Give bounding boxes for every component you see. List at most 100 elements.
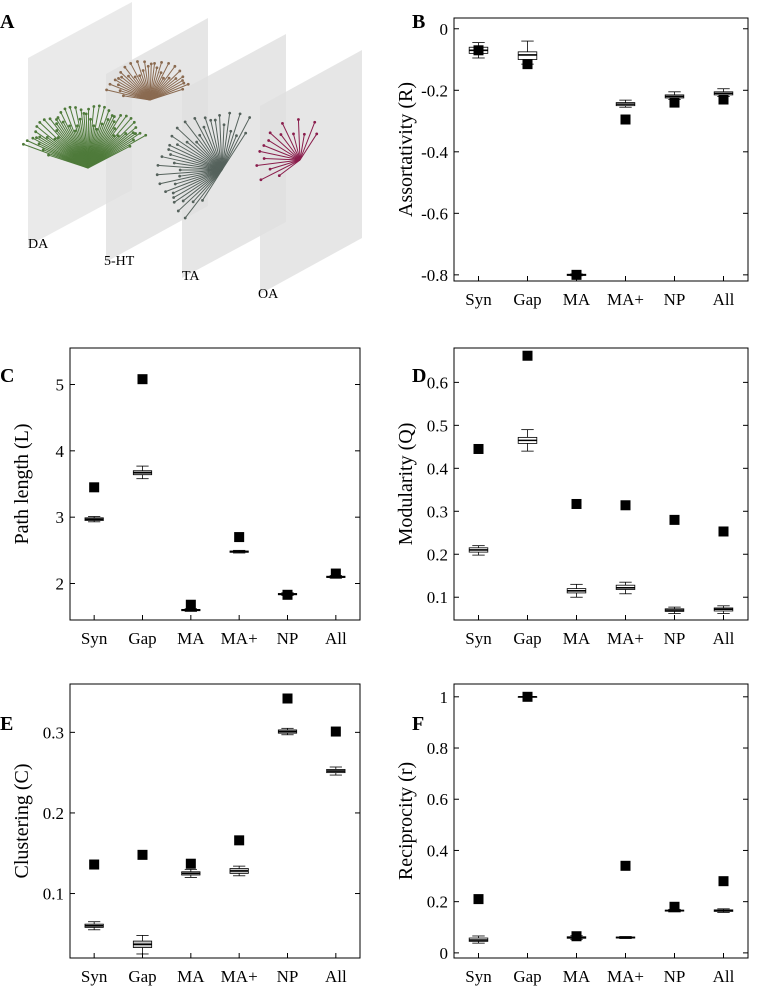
tree-edge — [144, 61, 151, 101]
tree-node — [61, 120, 65, 124]
tree-node — [74, 106, 77, 109]
y-axis-label: Clustering (C) — [11, 764, 33, 879]
y-tick-label: 0.2 — [427, 893, 448, 912]
observed-marker — [330, 726, 341, 737]
tree-edge — [282, 123, 301, 161]
tree-node — [248, 116, 252, 119]
x-tick-label: All — [325, 967, 347, 986]
tree-node — [258, 150, 262, 153]
panel-letter: B — [412, 11, 425, 33]
tree-node — [133, 75, 137, 79]
x-tick-label: MA — [177, 629, 205, 648]
tree-node — [222, 123, 226, 127]
tree-node — [53, 137, 57, 141]
tree-node — [112, 115, 116, 118]
x-tick-label: MA+ — [607, 629, 644, 648]
observed-marker — [571, 269, 582, 280]
observed-marker — [571, 931, 582, 942]
box-panel: E 0.1 0.2 0.3 Clustering (C) Syn Gap MA MA+ NP All — [0, 683, 361, 986]
tree-edge — [256, 159, 301, 166]
tree-node — [123, 65, 127, 69]
x-tick-label: Syn — [465, 629, 492, 648]
tree-node — [313, 120, 317, 124]
tree-edge — [149, 83, 189, 101]
tree-node — [92, 105, 96, 108]
tree-edge — [214, 119, 223, 171]
tree-edge — [293, 133, 301, 161]
tree-node — [110, 114, 114, 117]
tree-edge — [186, 141, 223, 171]
tree-edge — [264, 157, 301, 161]
tree-node — [56, 116, 60, 119]
tree-edge — [269, 132, 301, 161]
tree-node — [155, 173, 159, 177]
y-tick-label: 0.4 — [427, 841, 449, 860]
tree-node — [117, 77, 120, 80]
tree-node — [143, 60, 146, 64]
tree-node — [25, 139, 29, 143]
tree-node — [172, 200, 176, 204]
tree-node — [191, 200, 195, 204]
x-tick-label: MA+ — [607, 967, 644, 986]
tree-edge — [149, 63, 152, 101]
tree-edge — [221, 132, 247, 171]
layer-label: 5-HT — [104, 254, 135, 269]
y-axis-label: Modularity (Q) — [395, 423, 417, 546]
tree-node — [186, 82, 190, 86]
tree-edge — [184, 121, 223, 171]
tree-edge — [161, 156, 223, 171]
tree-node — [198, 133, 202, 137]
observed-marker — [282, 693, 293, 704]
observed-marker — [234, 835, 245, 846]
tree-edge — [114, 79, 151, 101]
tree-node — [178, 69, 182, 73]
tree-node — [89, 117, 92, 121]
tree-node — [153, 61, 156, 65]
tree-edge — [260, 159, 301, 181]
y-tick-label: 0.6 — [427, 373, 448, 392]
panel-letter: D — [412, 365, 426, 387]
y-tick-label: 0.8 — [427, 739, 448, 758]
y-axis-label: Assortativity (R) — [395, 82, 417, 217]
tree-edge — [136, 61, 151, 101]
tree-edge — [221, 135, 237, 171]
tree-node — [302, 132, 306, 136]
tree-node — [41, 148, 45, 152]
tree-node — [78, 117, 82, 121]
tree-node — [35, 125, 39, 128]
tree-edge — [219, 115, 223, 171]
tree-edge — [159, 169, 223, 185]
tree-node — [185, 140, 189, 144]
tree-node — [176, 143, 179, 147]
tree-node — [84, 112, 88, 116]
tree-node — [138, 74, 142, 78]
tree-node — [100, 122, 104, 126]
tree-edge — [87, 145, 131, 169]
tree-node — [68, 105, 72, 109]
tree-node — [38, 120, 42, 124]
tree-edge — [194, 118, 223, 171]
panel-letter: E — [0, 713, 13, 735]
x-tick-label: NP — [664, 967, 686, 986]
y-axis-label: Path length (L) — [11, 423, 33, 544]
y-tick-label: 0 — [440, 20, 449, 39]
observed-marker — [89, 482, 100, 493]
tree-node — [195, 140, 199, 144]
tree-node — [178, 174, 182, 178]
tree-edge — [173, 169, 223, 194]
tree-node — [118, 89, 122, 93]
y-tick-label: 0.1 — [427, 588, 448, 607]
observed-marker — [137, 374, 148, 385]
tree-edge — [280, 134, 301, 161]
tree-node — [193, 117, 197, 120]
tree-node — [170, 134, 174, 138]
x-tick-label: Gap — [513, 629, 541, 648]
tree-node — [181, 199, 185, 203]
tree-node — [38, 135, 42, 139]
tree-node — [112, 120, 116, 124]
tree-node — [183, 216, 187, 220]
tree-node — [113, 127, 117, 130]
tree-edge — [279, 159, 301, 177]
tree-node — [181, 87, 185, 91]
tree-edge — [268, 140, 301, 161]
